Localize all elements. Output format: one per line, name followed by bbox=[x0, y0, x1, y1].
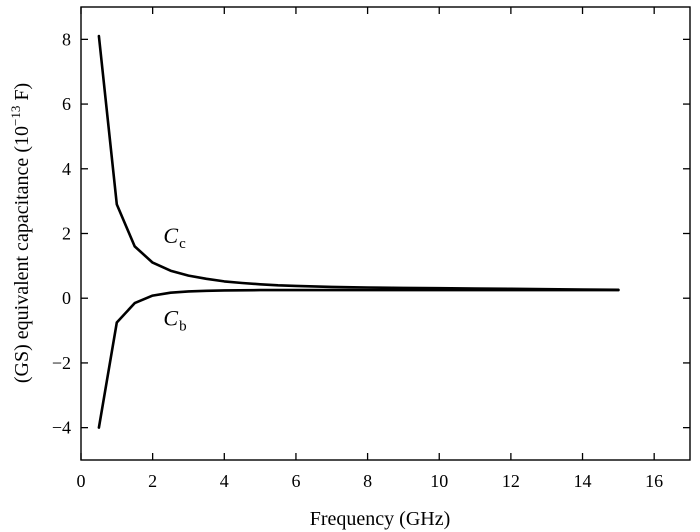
x-tick-label: 14 bbox=[574, 471, 592, 491]
y-tick-label: −2 bbox=[52, 353, 71, 373]
series-line-cc bbox=[97, 34, 620, 292]
x-tick-label: 8 bbox=[363, 471, 372, 491]
x-tick-label: 6 bbox=[291, 471, 300, 491]
x-tick-label: 16 bbox=[645, 471, 663, 491]
y-axis-title-unit: F) bbox=[11, 83, 33, 106]
y-tick-label: 4 bbox=[62, 159, 71, 179]
y-axis-title-exponent: −13 bbox=[8, 106, 23, 126]
series-label-cb: Cb bbox=[163, 306, 186, 335]
x-tick-label: 2 bbox=[148, 471, 157, 491]
x-tick-label: 4 bbox=[220, 471, 229, 491]
x-tick-label: 0 bbox=[77, 471, 86, 491]
y-tick-label: 2 bbox=[62, 224, 71, 244]
y-axis-title-base: (GS) equivalent capacitance (10 bbox=[11, 126, 33, 383]
x-tick-label: 12 bbox=[502, 471, 520, 491]
y-axis-title: (GS) equivalent capacitance (10−13 F) bbox=[8, 83, 33, 383]
series-labels: Cc Cb bbox=[163, 223, 186, 335]
x-axis-title: Frequency (GHz) bbox=[310, 508, 451, 530]
series-line-cb bbox=[97, 288, 620, 429]
y-tick-label: 8 bbox=[62, 29, 71, 49]
y-axis-ticks: −4 −2 0 2 4 6 8 bbox=[52, 29, 690, 438]
series-label-cc: Cc bbox=[163, 223, 186, 252]
y-tick-label: −4 bbox=[52, 418, 71, 438]
x-axis-ticks: 0 2 4 6 8 10 12 14 16 bbox=[77, 7, 663, 491]
series-group bbox=[97, 34, 620, 429]
y-tick-label: 0 bbox=[62, 288, 71, 308]
x-tick-label: 10 bbox=[430, 471, 448, 491]
y-tick-label: 6 bbox=[62, 94, 71, 114]
